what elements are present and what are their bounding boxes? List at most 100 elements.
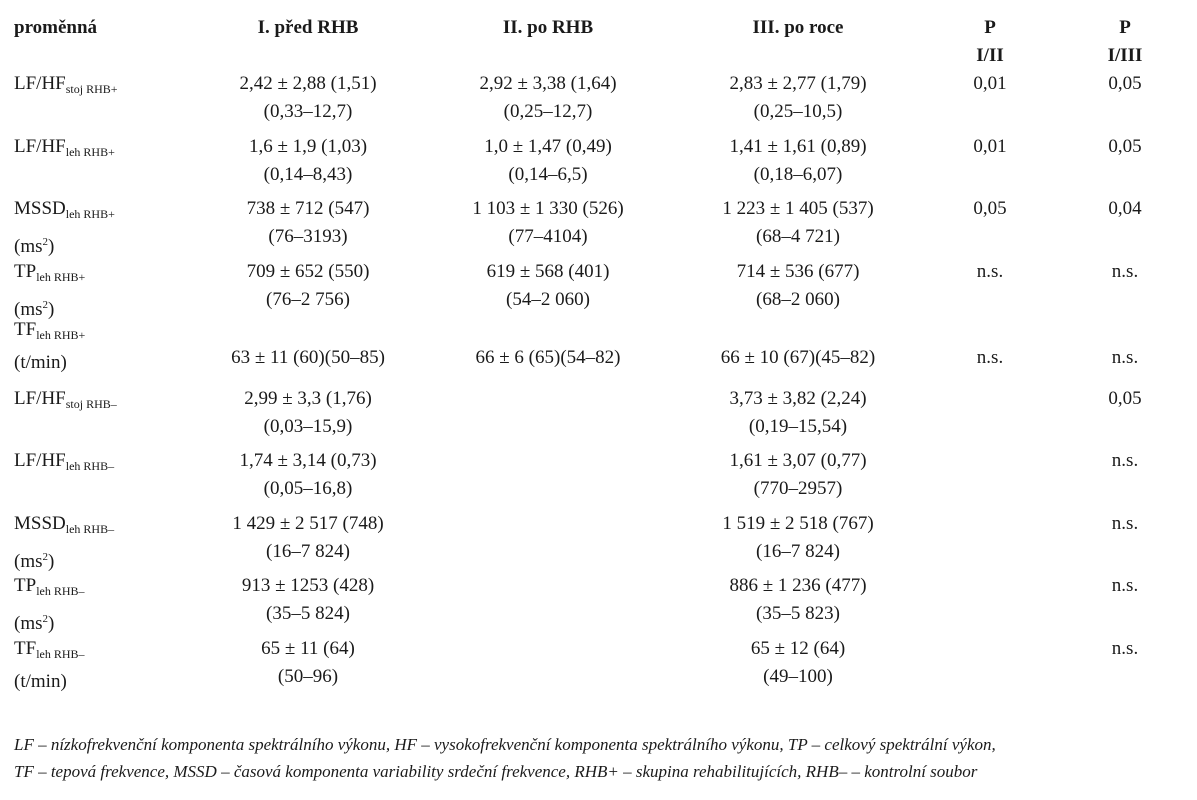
value-before-rhb: 63 ± 11 (60)(50–85) (198, 344, 418, 372)
table-row: LF/HFstoj RHB– 2,99 ± 3,3 (1,76) (0,03–15,… (0, 385, 1197, 447)
range: (0,03–15,9) (263, 416, 353, 437)
range: (0,18–6,07) (753, 164, 843, 185)
variable-label: TFleh RHB+ (14, 316, 85, 349)
table-header: proměnná I. před RHB II. po RHB III. po … (0, 0, 1197, 66)
variable-label: LF/HFleh RHB+ (14, 133, 115, 166)
mean-sd-median: 886 ± 1 236 (477) (729, 575, 867, 596)
mean-sd-median: 2,83 ± 2,77 (1,79) (729, 73, 867, 94)
p-value-i-iii: 0,04 (1108, 198, 1142, 219)
variable-label: TFleh RHB– (14, 635, 85, 668)
table-row: TFleh RHB+ (t/min) 63 ± 11 (60)(50–85) 66 ±… (0, 319, 1197, 384)
unit-text: (t/min) (14, 352, 67, 373)
variable-subscript: leh RHB– (65, 522, 115, 536)
value-before-rhb: 65 ± 11 (64) (50–96) (198, 635, 418, 691)
variable-subscript: leh RHB+ (36, 270, 86, 284)
variable-name: MSSDleh RHB+ (ms2) (14, 195, 115, 261)
variable-main: MSSD (14, 198, 66, 219)
variable-name: LF/HFleh RHB– (14, 447, 114, 480)
mean-sd-median: 619 ± 568 (401) (486, 261, 610, 282)
range: (0,14–8,43) (263, 164, 353, 185)
range: (770–2957) (753, 478, 843, 499)
variable-unit: (ms2) (14, 228, 115, 261)
variable-label: MSSDleh RHB+ (14, 195, 115, 228)
p-value-i-iii: n.s. (1111, 513, 1139, 534)
variable-subscript: leh RHB+ (36, 328, 86, 342)
value-before-rhb: 1,6 ± 1,9 (1,03) (0,14–8,43) (198, 133, 418, 189)
table-row: TFleh RHB– (t/min) 65 ± 11 (64) (50–96) 65 ±… (0, 635, 1197, 697)
range: (0,25–12,7) (503, 101, 593, 122)
variable-subscript: leh RHB– (36, 647, 85, 661)
value-before-rhb: 738 ± 712 (547) (76–3193) (198, 195, 418, 251)
variable-unit: (t/min) (14, 349, 85, 377)
mean-sd-median: 1,41 ± 1,61 (0,89) (729, 136, 867, 157)
mean-sd-median: 65 ± 12 (64) (750, 638, 846, 659)
mean-sd-median: 913 ± 1253 (428) (241, 575, 375, 596)
unit-text: (t/min) (14, 671, 67, 692)
unit-close: ) (48, 551, 55, 572)
header-after-year: III. po roce (752, 17, 844, 38)
p-value-i-iii: n.s. (1111, 261, 1139, 282)
variable-label: MSSDleh RHB– (14, 510, 114, 543)
variable-subscript: leh RHB– (36, 584, 85, 598)
header-p-label: P (984, 17, 996, 38)
mean-sd-median: 66 ± 6 (65)(54–82) (475, 347, 621, 368)
mean-sd-median: 63 ± 11 (60)(50–85) (231, 347, 385, 368)
p-value-i-iii: 0,05 (1108, 73, 1142, 94)
range: (76–3193) (268, 226, 348, 247)
variable-subscript: stoj RHB– (65, 397, 117, 411)
header-before-rhb: I. před RHB (257, 17, 359, 38)
range: (54–2 060) (506, 289, 590, 310)
range: (16–7 824) (266, 541, 350, 562)
variable-name: LF/HFleh RHB+ (14, 133, 115, 166)
value-after-year: 65 ± 12 (64) (49–100) (688, 635, 908, 691)
mean-sd-median: 2,92 ± 3,38 (1,64) (479, 73, 617, 94)
variable-name: TPleh RHB– (ms2) (14, 572, 85, 638)
mean-sd-median: 66 ± 10 (67)(45–82) (720, 347, 876, 368)
variable-label: LF/HFleh RHB– (14, 447, 114, 480)
mean-sd-median: 2,99 ± 3,3 (1,76) (244, 388, 372, 409)
p-value-i-iii: n.s. (1111, 575, 1139, 596)
variable-subscript: leh RHB– (65, 459, 115, 473)
footnote-line: TF – tepová frekvence, MSSD – časová kom… (14, 762, 978, 781)
p-value-i-iii: n.s. (1111, 450, 1139, 471)
value-after-year: 3,73 ± 3,82 (2,24) (0,19–15,54) (688, 385, 908, 441)
variable-name: MSSDleh RHB– (ms2) (14, 510, 114, 576)
mean-sd-median: 1,0 ± 1,47 (0,49) (484, 136, 612, 157)
results-table: proměnná I. před RHB II. po RHB III. po … (0, 0, 1197, 692)
value-before-rhb: 709 ± 652 (550) (76–2 756) (198, 258, 418, 314)
variable-main: LF/HF (14, 73, 66, 94)
table-row: LF/HFleh RHB– 1,74 ± 3,14 (0,73) (0,05–16,… (0, 447, 1197, 509)
range: (68–4 721) (756, 226, 840, 247)
unit-superscript: 2 (42, 236, 49, 248)
value-before-rhb: 1,74 ± 3,14 (0,73) (0,05–16,8) (198, 447, 418, 503)
value-after-year: 1,61 ± 3,07 (0,77) (770–2957) (688, 447, 908, 503)
mean-sd-median: 3,73 ± 3,82 (2,24) (729, 388, 867, 409)
p-value-i-iii: 0,05 (1108, 388, 1142, 409)
variable-main: LF/HF (14, 388, 66, 409)
mean-sd-median: 65 ± 11 (64) (261, 638, 355, 659)
range: (35–5 824) (266, 603, 350, 624)
unit-superscript: 2 (42, 299, 49, 311)
unit-superscript: 2 (42, 613, 49, 625)
footnote-line: LF – nízkofrekvenční komponenta spektrál… (14, 735, 996, 754)
value-after-year: 1,41 ± 1,61 (0,89) (0,18–6,07) (688, 133, 908, 189)
value-after-rhb: 619 ± 568 (401) (54–2 060) (438, 258, 658, 314)
p-value-i-ii: 0,05 (973, 198, 1007, 219)
unit-close: ) (48, 613, 55, 634)
mean-sd-median: 1,6 ± 1,9 (1,03) (248, 136, 368, 157)
value-after-rhb: 1 103 ± 1 330 (526) (77–4104) (438, 195, 658, 251)
unit-text: (ms (14, 551, 43, 572)
header-p-label: P (1119, 17, 1131, 38)
p-value-i-iii: n.s. (1111, 638, 1139, 659)
p-value-i-ii: n.s. (976, 347, 1004, 368)
value-after-year: 1 223 ± 1 405 (537) (68–4 721) (688, 195, 908, 251)
variable-unit: (ms2) (14, 543, 114, 576)
value-after-year: 886 ± 1 236 (477) (35–5 823) (688, 572, 908, 628)
header-variable: proměnná (14, 17, 98, 38)
table-row: MSSDleh RHB+ (ms2) 738 ± 712 (547) (76–3193… (0, 195, 1197, 257)
value-after-year: 66 ± 10 (67)(45–82) (688, 344, 908, 372)
header-p-i-iii: P I/III (1090, 14, 1160, 70)
value-before-rhb: 2,42 ± 2,88 (1,51) (0,33–12,7) (198, 70, 418, 126)
table-row: TPleh RHB– (ms2) 913 ± 1253 (428) (35–5 824… (0, 572, 1197, 634)
unit-text: (ms (14, 236, 43, 257)
